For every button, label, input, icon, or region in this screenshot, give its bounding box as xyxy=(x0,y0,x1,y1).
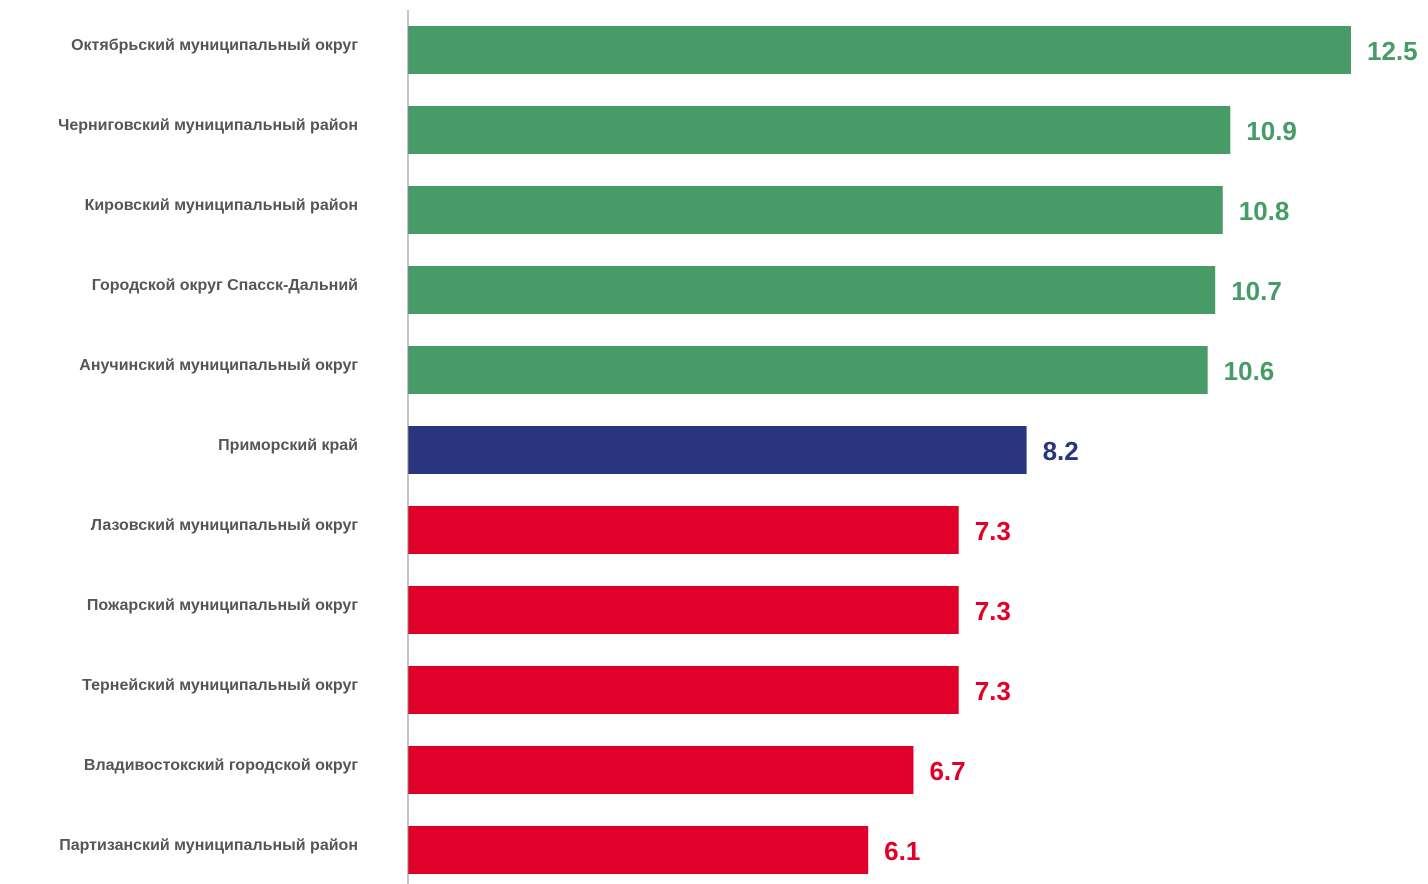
value-label-1: 12.5 xyxy=(1367,36,1418,66)
category-label-10: Владивостокский городской округ xyxy=(84,757,358,774)
value-label-3: 10.8 xyxy=(1239,196,1290,226)
value-label-7: 7.3 xyxy=(975,516,1011,546)
category-label-1: Октябрьский муниципальный округ xyxy=(71,37,358,54)
bar-10 xyxy=(408,746,914,794)
value-label-2: 10.9 xyxy=(1246,116,1297,146)
category-label-4: Городской округ Спасск-Дальний xyxy=(92,277,358,294)
bar-2 xyxy=(408,106,1231,154)
bar-7 xyxy=(408,506,959,554)
value-label-5: 10.6 xyxy=(1224,356,1275,386)
category-label-5: Анучинский муниципальный округ xyxy=(79,357,358,374)
bar-5 xyxy=(408,346,1208,394)
value-label-9: 7.3 xyxy=(975,676,1011,706)
category-label-2: Черниговский муниципальный район xyxy=(58,117,358,134)
category-labels-group: Октябрьский муниципальный округ Черниговс… xyxy=(58,37,358,854)
bar-11 xyxy=(408,826,869,874)
category-label-3: Кировский муниципальный район xyxy=(85,197,358,214)
value-label-6: 8.2 xyxy=(1043,436,1079,466)
value-label-8: 7.3 xyxy=(975,596,1011,626)
value-label-4: 10.7 xyxy=(1231,276,1282,306)
value-labels-group: 12.5 10.9 10.8 10.7 10.6 8.2 7.3 7.3 7.3 6.7 6.1 xyxy=(884,36,1417,866)
bar-4 xyxy=(408,266,1216,314)
category-label-11: Партизанский муниципальный район xyxy=(59,837,358,854)
value-label-10: 6.7 xyxy=(929,756,965,786)
value-label-11: 6.1 xyxy=(884,836,920,866)
bars-group xyxy=(408,26,1351,874)
bar-9 xyxy=(408,666,959,714)
bar-1 xyxy=(408,26,1351,74)
bar-6 xyxy=(408,426,1027,474)
category-label-8: Пожарский муниципальный округ xyxy=(87,597,358,614)
bar-3 xyxy=(408,186,1223,234)
category-label-9: Тернейский муниципальный округ xyxy=(82,677,358,694)
category-label-6: Приморский край xyxy=(218,437,358,454)
category-label-7: Лазовский муниципальный округ xyxy=(91,517,359,534)
bar-8 xyxy=(408,586,959,634)
